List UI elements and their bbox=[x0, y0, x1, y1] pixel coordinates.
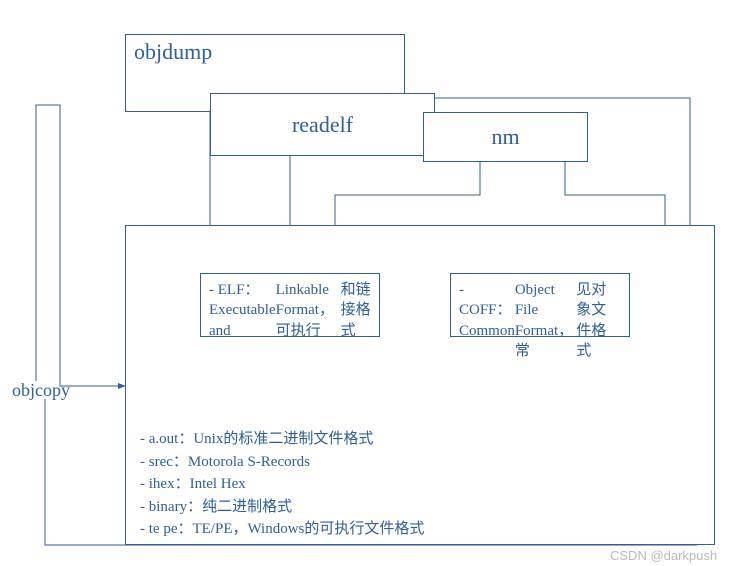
elf-format-box: - ELF：Executable andLinkable Format，可执行和… bbox=[200, 273, 380, 337]
format-line: Linkable Format，可执行 bbox=[276, 280, 341, 341]
coff-format-box: - COFF：CommonObject File Format，常见对象文件格式 bbox=[450, 273, 630, 337]
format-line: 见对象文件格式 bbox=[576, 280, 621, 361]
format-line: - ELF：Executable and bbox=[209, 280, 276, 341]
readelf-box: readelf bbox=[210, 93, 435, 156]
nm-label: nm bbox=[491, 124, 519, 150]
format-line: Object File Format，常 bbox=[515, 280, 576, 361]
watermark: CSDN @darkpush bbox=[610, 548, 717, 563]
nm-box: nm bbox=[423, 112, 588, 162]
objcopy-text: objcopy bbox=[12, 380, 70, 400]
readelf-label: readelf bbox=[292, 112, 353, 138]
other-formats-list: - a.out：Unix的标准二进制文件格式 - srec：Motorola S… bbox=[140, 428, 424, 541]
edge-objcopy-to-box bbox=[36, 105, 125, 386]
watermark-text: CSDN @darkpush bbox=[610, 548, 717, 563]
objcopy-label: objcopy bbox=[12, 380, 70, 401]
format-line: 和链接格式 bbox=[341, 280, 371, 341]
objdump-label: objdump bbox=[134, 39, 212, 65]
format-line: - COFF：Common bbox=[459, 280, 515, 341]
